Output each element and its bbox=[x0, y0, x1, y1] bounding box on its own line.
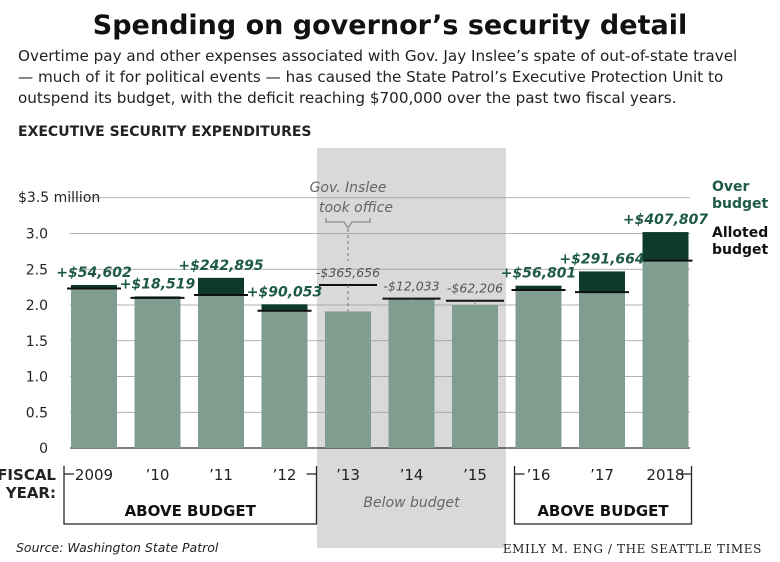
y-tick-label: 3.0 bbox=[26, 227, 48, 243]
y-tick-label: $3.5 million bbox=[18, 190, 100, 206]
group-label-below: Below budget bbox=[363, 495, 460, 511]
budget-lines bbox=[67, 259, 693, 312]
fiscal-year-label-2: YEAR: bbox=[5, 484, 56, 502]
bar-expenditure bbox=[71, 288, 117, 448]
x-tick-label: ’15 bbox=[463, 466, 487, 484]
legend-over-line-2: budget bbox=[712, 196, 769, 212]
y-tick-label: 2.0 bbox=[26, 298, 48, 314]
difference-label: -$12,033 bbox=[383, 279, 439, 294]
bar-expenditure bbox=[642, 260, 689, 448]
group-bracket-left bbox=[63, 466, 318, 525]
bar-expenditure bbox=[134, 297, 181, 448]
y-tick-labels: 0 0.5 1.0 1.5 2.0 2.5 3.0 $3.5 million bbox=[18, 190, 100, 457]
difference-label: +$242,895 bbox=[178, 258, 263, 274]
bar-expenditure bbox=[388, 299, 435, 448]
bar-overage bbox=[261, 304, 308, 311]
bar-expenditure bbox=[579, 292, 625, 448]
y-tick-label: 1.5 bbox=[26, 334, 48, 350]
bar-overage bbox=[198, 277, 244, 295]
annotation-bracket bbox=[325, 218, 371, 229]
y-tick-label: 0.5 bbox=[26, 405, 48, 421]
bar-expenditure bbox=[325, 311, 371, 448]
group-bracket-right bbox=[513, 466, 693, 525]
y-tick-label: 1.0 bbox=[26, 370, 48, 386]
x-tick-label: ’12 bbox=[273, 466, 297, 484]
annotation-line-1: Gov. Inslee bbox=[310, 180, 387, 196]
y-tick-label: 2.5 bbox=[26, 262, 48, 278]
y-tick-label: 0 bbox=[39, 441, 48, 457]
x-tick-label: ’16 bbox=[527, 466, 551, 484]
x-tick-label: ’13 bbox=[336, 466, 360, 484]
bar-expenditure bbox=[261, 310, 308, 448]
credit-line: EMILY M. ENG / THE SEATTLE TIMES bbox=[503, 542, 762, 556]
bar-overage bbox=[642, 232, 689, 261]
bar-expenditure bbox=[452, 305, 498, 448]
source-note: Source: Washington State Patrol bbox=[16, 540, 219, 555]
fiscal-year-label-1: FISCAL bbox=[0, 466, 56, 484]
difference-label: +$407,807 bbox=[623, 212, 708, 228]
annotation-line-2: took office bbox=[319, 200, 393, 216]
difference-label: +$90,053 bbox=[247, 284, 323, 300]
difference-label: -$365,656 bbox=[316, 265, 380, 280]
legend-budget-line-1: Alloted bbox=[712, 225, 768, 241]
bars bbox=[71, 232, 689, 448]
difference-label: +$18,519 bbox=[120, 276, 196, 292]
x-tick-label: ’14 bbox=[400, 466, 424, 484]
subtitle-line-1: Overtime pay and other expenses associat… bbox=[18, 47, 737, 65]
x-tick-label: 2018 bbox=[646, 466, 684, 484]
group-label-above-1: ABOVE BUDGET bbox=[125, 502, 257, 520]
bar-expenditure bbox=[198, 294, 244, 448]
subtitle-line-2: — much of it for political events — has … bbox=[18, 68, 723, 86]
bar-expenditure bbox=[515, 289, 562, 448]
legend-budget-line-2: budget bbox=[712, 242, 769, 258]
x-tick-label: ’17 bbox=[590, 466, 614, 484]
chart-title: Spending on governor’s security detail bbox=[93, 10, 687, 41]
section-heading: EXECUTIVE SECURITY EXPENDITURES bbox=[18, 124, 312, 140]
legend-over-line-1: Over bbox=[712, 179, 750, 195]
bar-overage bbox=[515, 285, 562, 290]
bar-overage bbox=[71, 284, 117, 289]
difference-label: +$291,664 bbox=[559, 251, 644, 267]
x-tick-labels: 2009 ’10 ’11 ’12 ’13 ’14 ’15 ’16 ’17 2018 bbox=[75, 466, 685, 484]
group-brackets: ABOVE BUDGET Below budget ABOVE BUDGET bbox=[63, 466, 693, 525]
difference-label: -$62,206 bbox=[447, 281, 503, 296]
bar-overage bbox=[579, 271, 625, 293]
legend: Over budget Alloted budget bbox=[712, 179, 769, 258]
group-label-above-2: ABOVE BUDGET bbox=[537, 502, 669, 520]
x-tick-label: ’11 bbox=[209, 466, 233, 484]
x-tick-label: ’10 bbox=[146, 466, 170, 484]
difference-label: +$54,602 bbox=[56, 265, 132, 281]
difference-label: +$56,801 bbox=[501, 266, 577, 282]
took-office-annotation: Gov. Inslee took office bbox=[310, 180, 393, 261]
subtitle-line-3: outspend its budget, with the deficit re… bbox=[18, 89, 677, 107]
difference-labels: +$54,602+$18,519 +$242,895 +$90,053 -$365,6… bbox=[56, 212, 708, 300]
x-tick-label: 2009 bbox=[75, 466, 113, 484]
